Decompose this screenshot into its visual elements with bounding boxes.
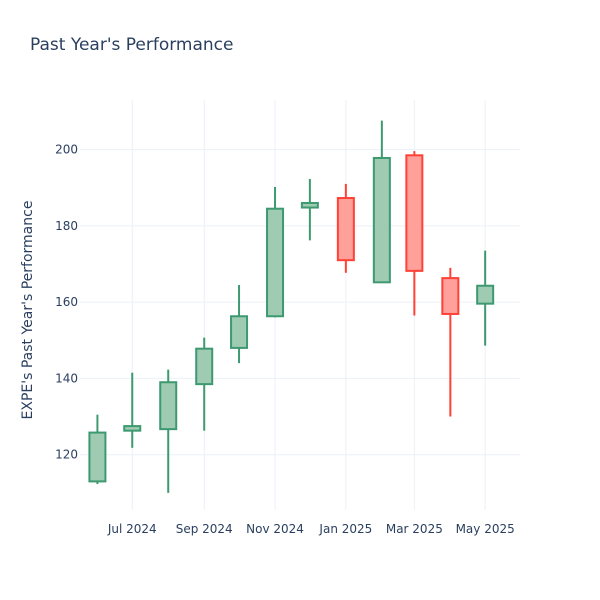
candle-body-increasing xyxy=(476,284,495,305)
candle-body-increasing xyxy=(123,425,142,432)
candle-body-increasing xyxy=(195,347,214,386)
candles xyxy=(88,120,495,493)
y-tick-labels: 120 140 160 180 200 xyxy=(55,143,78,462)
y-tick-label: 200 xyxy=(55,143,78,157)
candle xyxy=(195,337,214,431)
y-tick-label: 140 xyxy=(55,371,78,385)
x-tick-label: Mar 2025 xyxy=(386,522,443,536)
candle xyxy=(441,267,460,417)
y-tick-label: 160 xyxy=(55,295,78,309)
y-tick-label: 120 xyxy=(55,448,78,462)
candle xyxy=(266,186,285,318)
y-tick-label: 180 xyxy=(55,219,78,233)
candle xyxy=(476,250,495,346)
chart-title: Past Year's Performance xyxy=(30,35,234,55)
candle xyxy=(405,151,424,316)
candle-body-increasing xyxy=(266,207,285,318)
candle xyxy=(372,120,391,284)
candle-body-increasing xyxy=(372,156,391,284)
candle-body-decreasing xyxy=(441,277,460,315)
candle-body-decreasing xyxy=(336,197,355,262)
x-tick-label: Jul 2024 xyxy=(107,522,157,536)
x-tick-label: Sep 2024 xyxy=(176,522,233,536)
candle xyxy=(159,369,178,493)
candle-body-decreasing xyxy=(405,154,424,272)
x-tick-label: Nov 2024 xyxy=(246,522,304,536)
candle xyxy=(88,414,107,485)
candle-body-increasing xyxy=(230,315,249,349)
candle xyxy=(123,372,142,448)
candle xyxy=(336,183,355,273)
candle xyxy=(230,284,249,364)
x-tick-label: May 2025 xyxy=(456,522,515,536)
candle-body-increasing xyxy=(300,201,319,209)
candle-body-increasing xyxy=(88,431,107,483)
candle-body-increasing xyxy=(159,381,178,431)
candle xyxy=(300,178,319,241)
y-axis-title: EXPE's Past Year's Performance xyxy=(20,201,36,420)
x-tick-labels: Jul 2024 Sep 2024 Nov 2024 Jan 2025 Mar 2025… xyxy=(107,522,515,536)
x-tick-label: Jan 2025 xyxy=(318,522,372,536)
x-grid xyxy=(131,100,486,510)
